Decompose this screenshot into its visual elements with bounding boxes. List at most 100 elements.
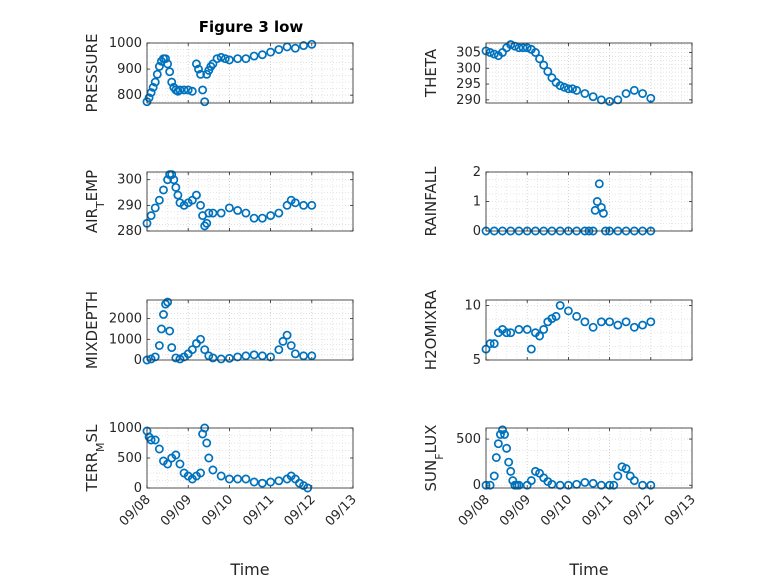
y-axis-label-part: EMP [83, 170, 101, 201]
data-point [286, 341, 296, 350]
y-tick-label: 500 [456, 432, 481, 447]
data-point [535, 331, 545, 341]
data-point [146, 435, 156, 445]
y-tick-label: 10 [464, 298, 481, 313]
data-point [596, 317, 606, 327]
y-tick-label: 1000 [109, 421, 142, 436]
data-point [274, 345, 284, 355]
data-point [282, 330, 292, 340]
data-point [485, 339, 495, 349]
data-point [307, 39, 317, 49]
data-point [257, 213, 267, 223]
data-point [594, 179, 604, 189]
data-point [485, 48, 495, 57]
data-point [233, 352, 243, 362]
data-point [495, 430, 505, 439]
data-point [592, 197, 602, 206]
data-point [154, 444, 164, 454]
x-axis-label: Time [229, 560, 269, 579]
data-point [543, 66, 553, 76]
data-point [580, 317, 590, 327]
data-point [563, 84, 573, 94]
data-point [179, 85, 189, 95]
data-point [159, 310, 168, 319]
y-axis-label: SUNFLUX [422, 425, 446, 492]
data-point [299, 351, 309, 361]
data-point [502, 328, 512, 338]
y-tick-label: 1000 [109, 36, 142, 51]
data-point [588, 478, 598, 488]
data-point [249, 350, 259, 360]
y-axis-label: MIXDEPTH [83, 291, 101, 369]
data-point [196, 468, 206, 478]
y-tick-label: 290 [117, 198, 142, 213]
data-point [161, 54, 170, 64]
x-tick-label: 09/08 [117, 492, 154, 529]
data-point [638, 320, 648, 330]
data-point [568, 84, 577, 94]
y-tick-label: 500 [117, 451, 142, 466]
data-point [266, 47, 276, 57]
y-tick-label: 1 [473, 195, 481, 210]
data-point [216, 52, 226, 62]
data-point [257, 478, 267, 488]
data-point [621, 89, 631, 98]
data-point [169, 175, 179, 185]
data-point [183, 85, 193, 95]
axes-1-box [146, 42, 354, 104]
data-point [598, 208, 608, 218]
y-tick-label: 2000 [109, 312, 142, 327]
y-tick-label: 800 [117, 88, 142, 103]
y-axis-label: AIRTEMP [83, 170, 107, 233]
axes-2-box [485, 42, 693, 104]
data-point [274, 208, 284, 218]
data-point [150, 435, 160, 445]
data-point [290, 198, 300, 208]
data-point [580, 478, 590, 487]
data-point [224, 353, 234, 363]
data-point [208, 208, 218, 218]
axes-7-box [146, 427, 354, 489]
data-point [266, 211, 276, 221]
data-point [518, 43, 528, 53]
y-tick-label: 900 [117, 62, 142, 77]
data-point [299, 41, 309, 51]
y-tick-label: 2 [473, 165, 481, 180]
data-point [506, 40, 516, 50]
data-point [596, 480, 606, 490]
y-axis-label: TERRMSL [83, 424, 107, 493]
data-point [167, 170, 177, 180]
data-point [216, 354, 226, 364]
data-point [233, 206, 243, 215]
data-point [163, 459, 173, 469]
data-point [150, 77, 160, 87]
data-point [563, 480, 573, 490]
data-point [491, 453, 501, 462]
data-point [173, 190, 183, 200]
y-axis-label: H2OMIXRA [422, 289, 440, 370]
data-point [216, 208, 226, 218]
data-point [148, 82, 158, 92]
data-point [196, 334, 206, 344]
y-tick-label: 280 [117, 224, 142, 239]
data-point [154, 62, 164, 71]
y-tick-label: 0 [134, 481, 142, 496]
data-point [152, 69, 162, 79]
data-point [299, 200, 309, 210]
y-axis-label-part: SUN [422, 460, 440, 492]
y-axis-label: RAINFALL [422, 166, 440, 237]
x-tick-label: 09/11 [240, 492, 277, 529]
data-point [307, 351, 317, 361]
axes-8-box [485, 427, 693, 489]
data-point [171, 450, 181, 460]
data-point [165, 67, 175, 77]
data-point [249, 477, 259, 487]
data-point [194, 64, 203, 74]
data-point [212, 54, 222, 64]
data-point [514, 325, 524, 334]
data-point [290, 43, 300, 53]
data-point [171, 353, 181, 363]
data-point [609, 480, 619, 490]
x-tick-label: 09/12 [621, 492, 658, 529]
